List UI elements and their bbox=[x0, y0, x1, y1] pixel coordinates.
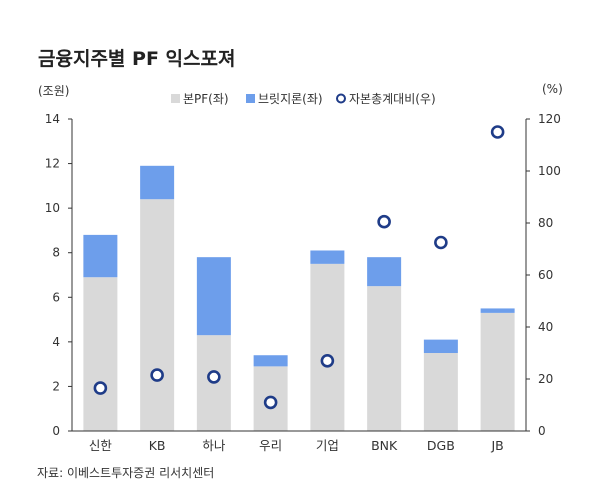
category-label: DGB bbox=[427, 438, 455, 453]
left-tick-label: 10 bbox=[45, 201, 60, 215]
ratio-point bbox=[150, 368, 164, 382]
category-label: 하나 bbox=[202, 438, 226, 453]
bar-bridge-loan bbox=[480, 308, 515, 313]
legend-label-bridge-loan: 브릿지론(좌) bbox=[258, 92, 323, 106]
legend-swatch-bridge-loan bbox=[246, 94, 255, 103]
bar-bridge-loan bbox=[367, 257, 402, 287]
right-tick-label: 0 bbox=[538, 424, 546, 438]
legend-label-ratio: 자본총계대비(우) bbox=[349, 92, 436, 106]
left-tick-label: 2 bbox=[52, 379, 60, 393]
category-label: 신한 bbox=[89, 438, 113, 453]
left-tick-label: 6 bbox=[52, 290, 60, 304]
ratio-point bbox=[207, 370, 221, 384]
legend-swatch-main-pf bbox=[171, 94, 180, 103]
ratio-point bbox=[263, 395, 278, 410]
bar-bridge-loan bbox=[423, 339, 458, 353]
bar-bridge-loan bbox=[196, 257, 231, 336]
bar-bridge-loan bbox=[83, 234, 118, 278]
category-label: BNK bbox=[371, 438, 398, 453]
category-label: 기업 bbox=[316, 438, 339, 453]
ratio-point bbox=[377, 214, 391, 229]
left-axis-unit: (조원) bbox=[38, 84, 70, 98]
right-tick-label: 40 bbox=[538, 320, 553, 334]
bar-main-pf bbox=[83, 277, 118, 431]
bar-main-pf bbox=[480, 312, 515, 431]
left-tick-label: 14 bbox=[45, 112, 60, 126]
bar-bridge-loan bbox=[253, 355, 288, 367]
bar-group bbox=[83, 165, 515, 431]
axes: 신한 KB 하나 우리 기업 BNK DGB JB 0 2 4 6 8 10 12 14 0 20 40 60 80 10… bbox=[45, 112, 561, 453]
ratio-point bbox=[434, 235, 448, 250]
ratio-markers bbox=[93, 125, 505, 410]
category-label: 우리 bbox=[259, 438, 282, 453]
right-tick-label: 120 bbox=[538, 112, 561, 126]
bar-bridge-loan bbox=[310, 250, 345, 264]
category-label: KB bbox=[149, 438, 166, 453]
legend-marker-ratio bbox=[336, 93, 346, 104]
legend: 본PF(좌) 브릿지론(좌) 자본총계대비(우) bbox=[171, 92, 436, 106]
bar-main-pf bbox=[140, 199, 175, 431]
chart-title: 금융지주별 PF 익스포져 bbox=[38, 48, 236, 70]
right-axis-unit: (%) bbox=[542, 82, 563, 96]
left-tick-label: 4 bbox=[52, 335, 60, 349]
right-tick-label: 80 bbox=[538, 216, 553, 230]
ratio-point bbox=[490, 125, 505, 139]
bar-main-pf bbox=[310, 263, 345, 431]
left-tick-label: 0 bbox=[52, 424, 60, 438]
left-tick-label: 8 bbox=[52, 246, 60, 260]
left-tick-label: 12 bbox=[45, 157, 60, 171]
right-tick-label: 100 bbox=[538, 164, 561, 178]
bar-main-pf bbox=[423, 353, 458, 431]
bar-main-pf bbox=[367, 286, 402, 431]
ratio-point bbox=[93, 381, 108, 395]
category-label: JB bbox=[490, 438, 503, 453]
legend-label-main-pf: 본PF(좌) bbox=[183, 92, 229, 106]
right-tick-label: 60 bbox=[538, 268, 553, 282]
right-tick-label: 20 bbox=[538, 372, 553, 386]
bar-bridge-loan bbox=[140, 165, 175, 200]
source-note: 자료: 이베스트투자증권 리서치센터 bbox=[37, 466, 215, 480]
ratio-point bbox=[320, 353, 335, 368]
